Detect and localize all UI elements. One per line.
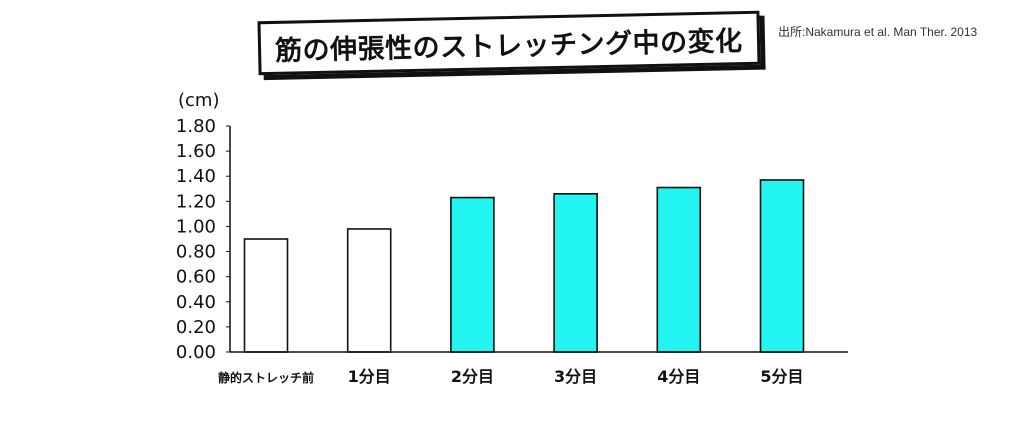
y-tick-label: 1.60 — [176, 141, 216, 162]
x-category-label: 1分目 — [348, 367, 391, 386]
y-tick-label: 1.40 — [176, 166, 216, 187]
bar — [553, 193, 598, 353]
y-axis-ticks: 0.00 0.20 0.40 0.60 0.80 1.00 1.20 1.40 1.60 1.80 — [176, 116, 230, 363]
x-category-label: 静的ストレッチ前 — [218, 370, 314, 385]
y-tick-label: 1.80 — [176, 116, 216, 137]
y-tick-label: 0.80 — [176, 242, 216, 263]
y-tick-label: 0.20 — [176, 317, 216, 338]
bar — [346, 228, 392, 353]
y-axis-unit-label: (cm) — [178, 90, 219, 111]
x-axis-labels: 静的ストレッチ前 1分目 2分目 3分目 4分目 5分目 — [218, 367, 804, 386]
bar — [759, 179, 805, 353]
bars — [243, 179, 805, 353]
x-category-label: 3分目 — [554, 367, 597, 386]
y-tick-label: 0.00 — [176, 342, 216, 363]
source-citation: 出所:Nakamura et al. Man Ther. 2013 — [778, 25, 978, 39]
x-category-label: 4分目 — [657, 367, 700, 386]
x-category-label: 2分目 — [451, 367, 494, 386]
bar — [450, 196, 495, 353]
bar — [243, 238, 289, 353]
bar — [656, 186, 702, 353]
y-tick-label: 0.40 — [176, 292, 216, 313]
y-tick-label: 0.60 — [176, 267, 216, 288]
y-tick-label: 1.20 — [176, 191, 216, 212]
y-tick-label: 1.00 — [176, 216, 216, 237]
x-category-label: 5分目 — [760, 367, 803, 386]
